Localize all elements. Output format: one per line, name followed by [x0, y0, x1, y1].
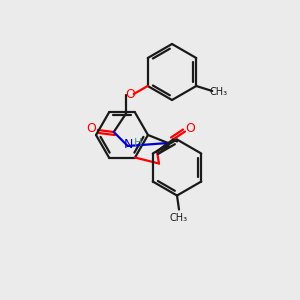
- Text: CH₃: CH₃: [170, 212, 188, 223]
- Text: O: O: [125, 88, 135, 100]
- Text: CH₃: CH₃: [209, 87, 227, 97]
- Text: N: N: [124, 139, 134, 152]
- Text: O: O: [185, 122, 195, 135]
- Text: H: H: [134, 138, 142, 148]
- Text: O: O: [86, 122, 96, 136]
